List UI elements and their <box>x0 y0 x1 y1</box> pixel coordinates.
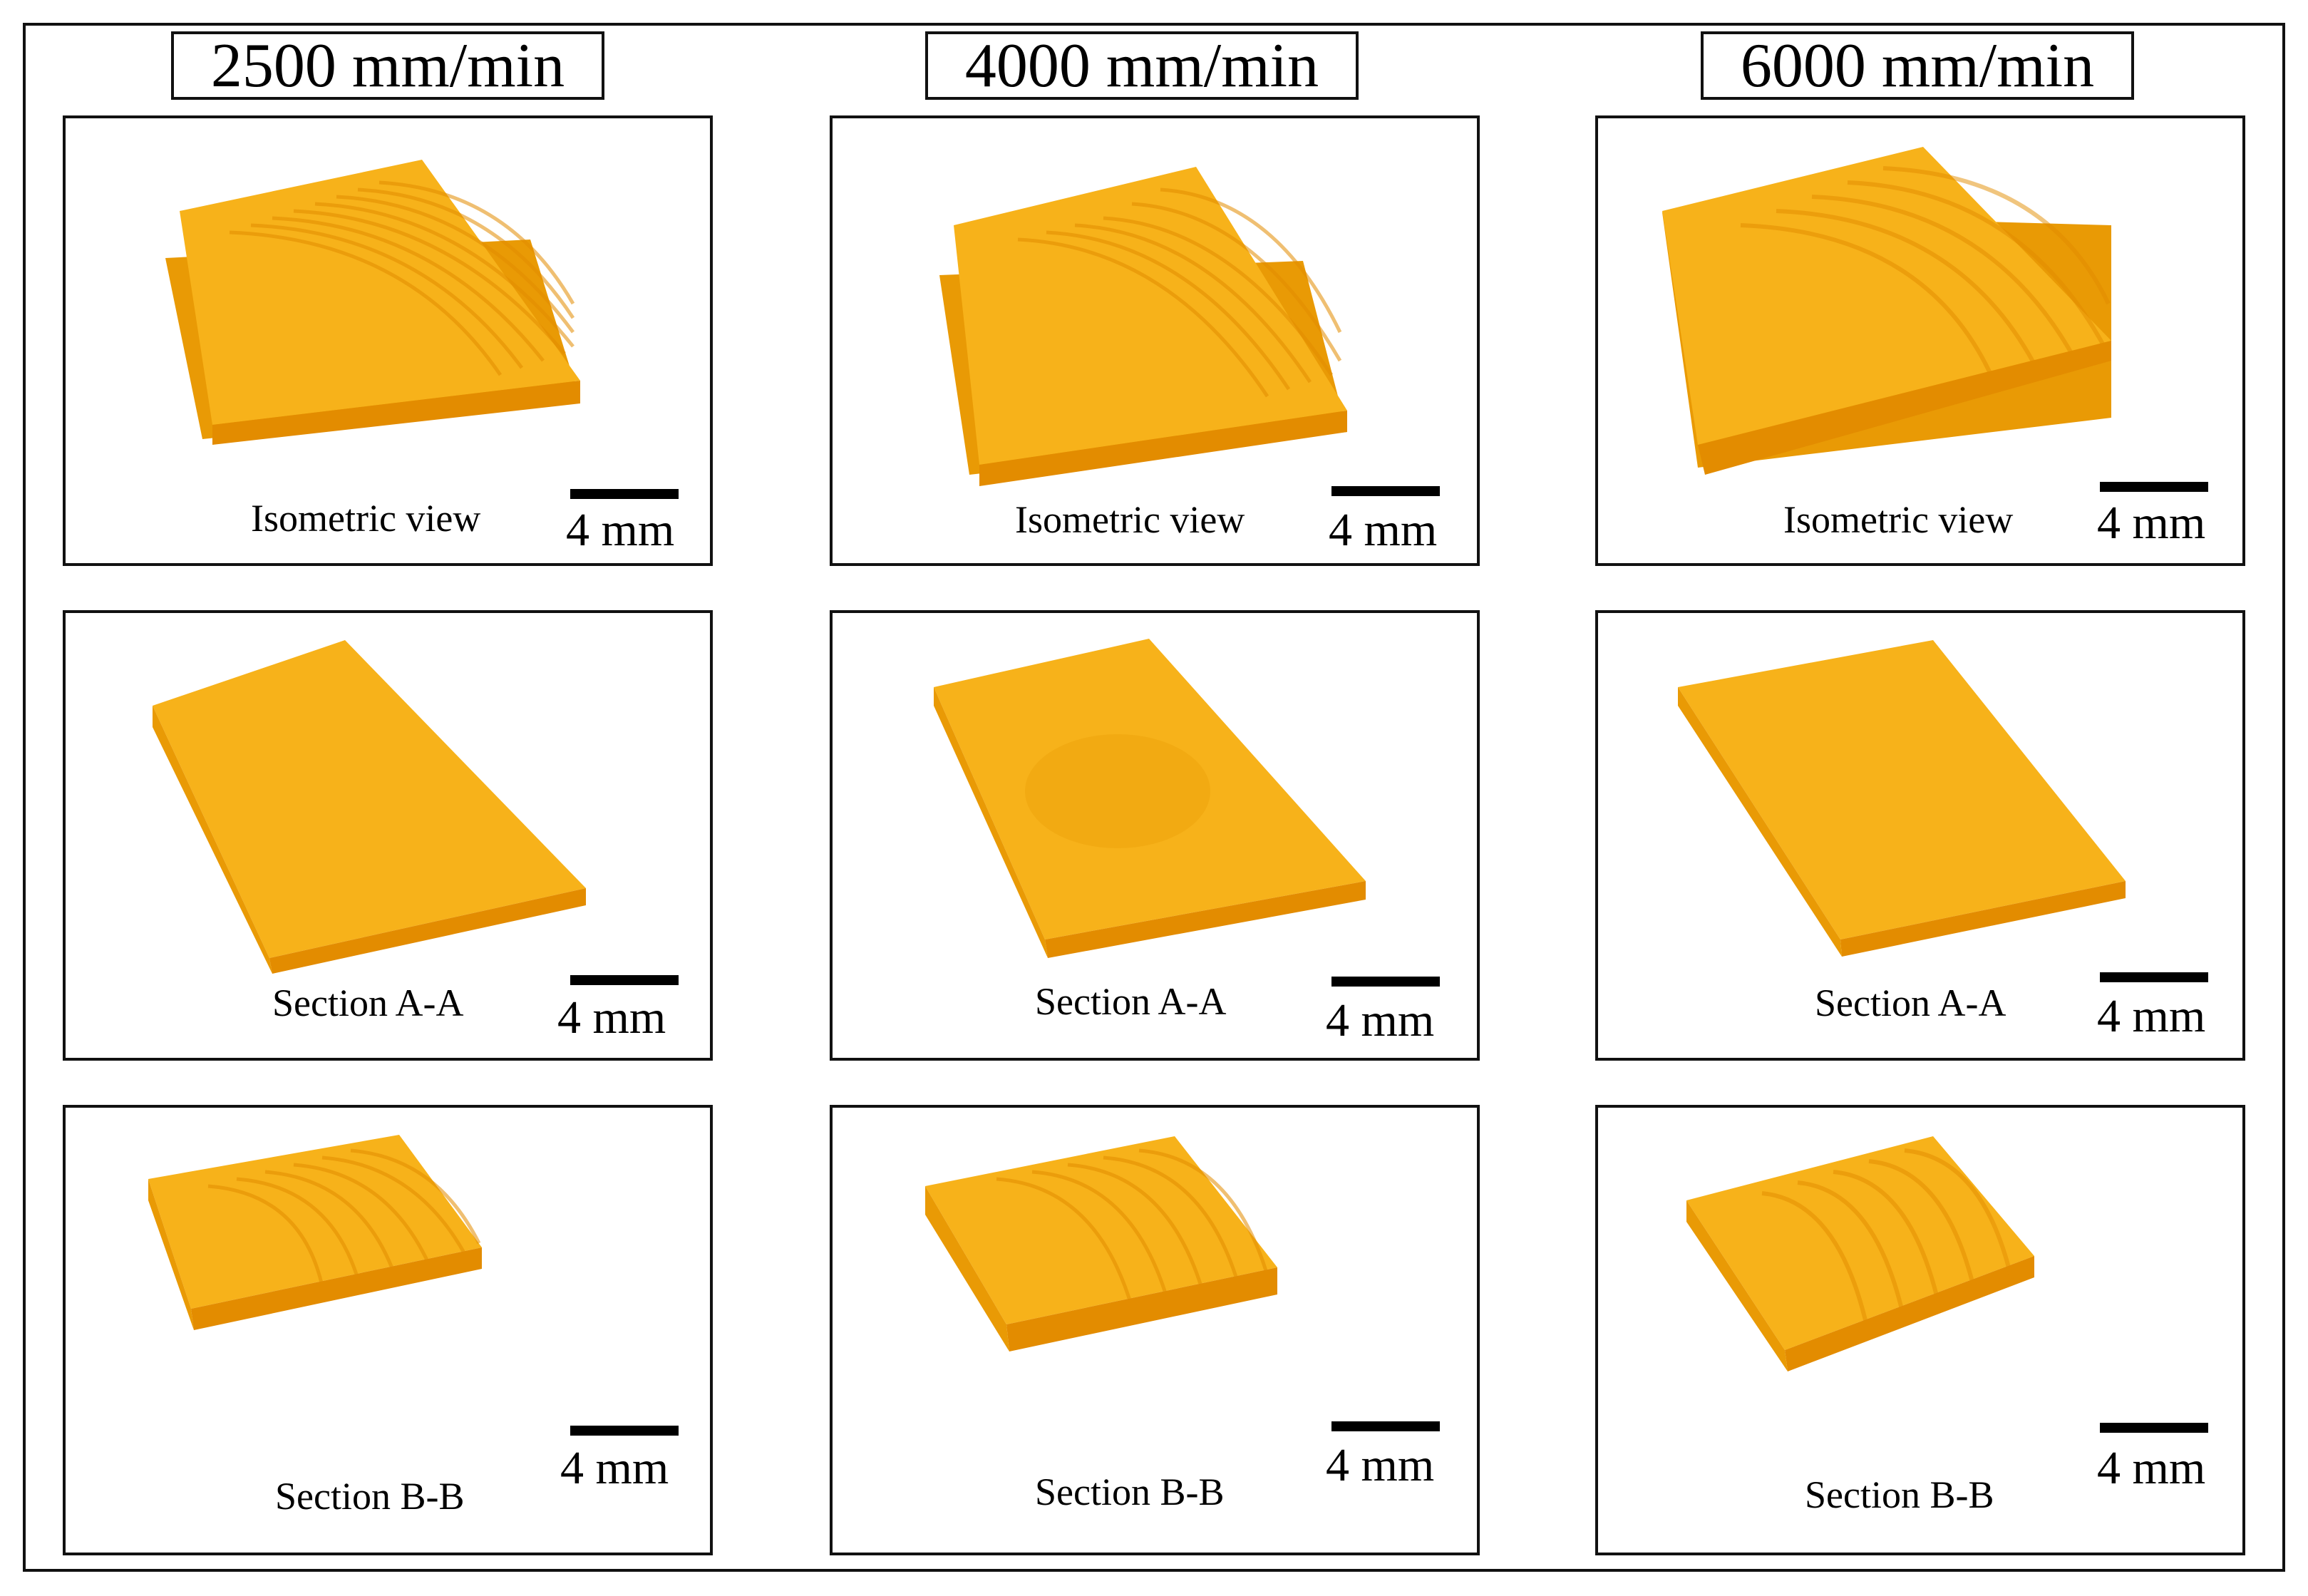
panel-2500-section-b: Section B-B 4 mm <box>63 1105 713 1555</box>
panel-caption: Isometric view <box>1015 498 1245 541</box>
scale-bar <box>2100 1423 2208 1433</box>
scale-bar <box>2100 482 2208 492</box>
panel-caption: Section A-A <box>1815 982 2006 1024</box>
panel-4000-section-b: Section B-B 4 mm <box>830 1105 1480 1555</box>
scale-bar <box>1331 486 1440 496</box>
sample-photo <box>153 640 586 974</box>
scale-bar-label: 4 mm <box>557 992 666 1044</box>
panel-caption: Section A-A <box>1035 980 1227 1023</box>
sample-photo <box>939 167 1347 486</box>
panel-6000-isometric: Isometric view 4 mm <box>1595 115 2245 566</box>
panel-4000-isometric: Isometric view 4 mm <box>830 115 1480 566</box>
column-header-3: 6000 mm/min <box>1701 31 2134 101</box>
column-header-1: 2500 mm/min <box>171 31 604 101</box>
scale-bar-label: 4 mm <box>1329 504 1438 556</box>
scale-bar-label: 4 mm <box>560 1442 669 1494</box>
panel-2500-isometric: Isometric view 4 mm <box>63 115 713 566</box>
panel-6000-section-b: Section B-B 4 mm <box>1595 1105 2245 1555</box>
panel-caption: Isometric view <box>251 497 481 540</box>
sample-photo <box>934 639 1366 958</box>
sample-photo <box>1662 147 2111 475</box>
scale-bar-label: 4 mm <box>2097 497 2206 549</box>
scale-bar-label: 4 mm <box>2097 990 2206 1042</box>
scale-bar-label: 4 mm <box>2097 1442 2206 1494</box>
panel-caption: Section B-B <box>1035 1471 1225 1513</box>
scale-bar-label: 4 mm <box>1326 994 1435 1046</box>
panel-caption: Isometric view <box>1783 498 2014 541</box>
scale-bar <box>1331 1421 1440 1431</box>
panel-6000-section-a: Section A-A 4 mm <box>1595 610 2245 1061</box>
scale-bar <box>1331 977 1440 987</box>
sample-photo <box>925 1136 1277 1352</box>
sample-photo <box>1678 640 2126 957</box>
panel-caption: Section B-B <box>1805 1473 1994 1516</box>
sample-photo <box>148 1135 482 1330</box>
column-header-2: 4000 mm/min <box>925 31 1359 101</box>
panel-caption: Section B-B <box>275 1475 465 1518</box>
figure-frame <box>23 23 2285 1572</box>
sample-photo <box>1686 1136 2034 1371</box>
scale-bar <box>2100 972 2208 982</box>
panel-caption: Section A-A <box>272 982 464 1024</box>
scale-bar-label: 4 mm <box>1326 1439 1435 1491</box>
scale-bar <box>570 1426 679 1436</box>
scale-bar-label: 4 mm <box>566 504 675 556</box>
scale-bar <box>570 975 679 985</box>
panel-2500-section-a: Section A-A 4 mm <box>63 610 713 1061</box>
sample-photo <box>165 160 580 445</box>
scale-bar <box>570 489 679 499</box>
panel-4000-section-a: Section A-A 4 mm <box>830 610 1480 1061</box>
